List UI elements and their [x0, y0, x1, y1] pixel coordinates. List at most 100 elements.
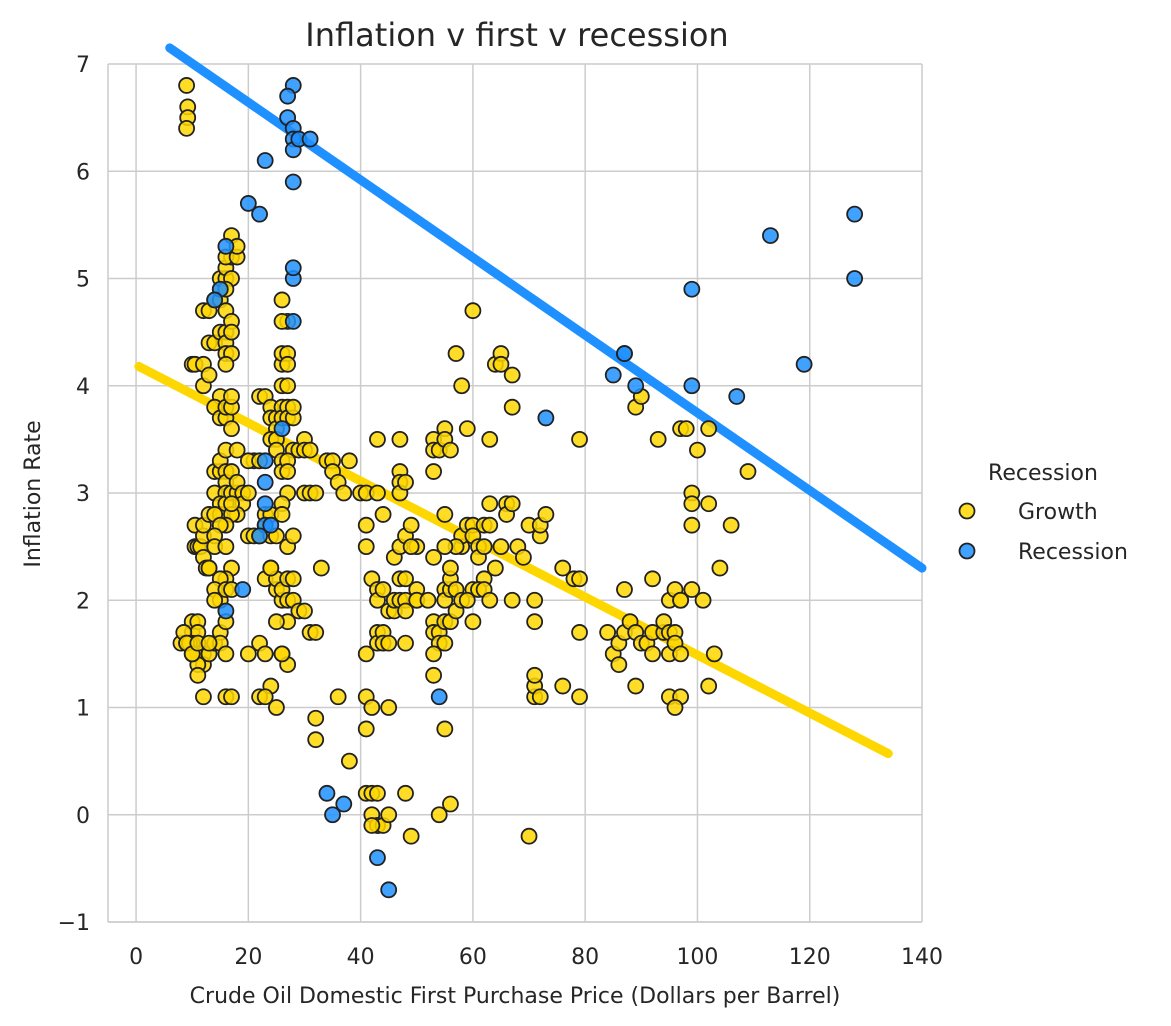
- point-growth: [526, 613, 544, 631]
- point-recession: [369, 849, 386, 867]
- point-recession: [217, 237, 235, 255]
- point-growth: [453, 377, 471, 395]
- point-growth: [442, 795, 459, 813]
- point-growth: [683, 581, 701, 598]
- point-growth: [363, 699, 381, 716]
- point-growth: [526, 591, 544, 609]
- x-tick-label: 60: [459, 945, 487, 970]
- point-growth: [554, 677, 572, 695]
- point-growth: [419, 591, 437, 609]
- point-growth: [481, 516, 499, 534]
- x-tick-label: 20: [234, 945, 262, 970]
- point-growth: [357, 538, 375, 556]
- point-recession: [251, 205, 268, 223]
- point-growth: [391, 430, 409, 448]
- chart-title: Inflation v first v recession: [305, 16, 728, 54]
- point-growth: [425, 463, 443, 480]
- point-recession: [683, 280, 701, 298]
- point-growth: [644, 570, 661, 588]
- point-recession: [234, 581, 252, 598]
- y-tick-label: 6: [76, 160, 90, 185]
- point-growth: [464, 613, 482, 631]
- y-tick-label: 1: [76, 697, 90, 722]
- point-growth: [722, 516, 740, 534]
- point-growth: [223, 420, 240, 438]
- point-growth: [526, 666, 544, 684]
- point-recession: [262, 516, 280, 534]
- point-growth: [374, 506, 392, 523]
- point-growth: [739, 463, 757, 480]
- point-growth: [571, 570, 588, 588]
- regression-line-growth: [134, 361, 893, 759]
- point-growth: [329, 688, 347, 706]
- point-growth: [217, 355, 235, 373]
- point-growth: [307, 484, 325, 502]
- point-growth: [307, 731, 325, 749]
- point-growth: [397, 473, 414, 491]
- point-growth: [689, 441, 706, 459]
- point-growth: [397, 634, 414, 652]
- point-recession: [846, 270, 864, 287]
- point-growth: [537, 506, 555, 523]
- y-tick-label: 5: [76, 268, 90, 293]
- point-growth: [178, 77, 195, 94]
- point-growth: [402, 516, 420, 534]
- point-growth: [481, 591, 499, 609]
- point-recession: [273, 420, 291, 438]
- point-growth: [649, 430, 667, 448]
- point-growth: [307, 624, 325, 641]
- point-growth: [206, 591, 224, 609]
- point-growth: [492, 355, 510, 373]
- point-recession: [256, 452, 274, 470]
- point-growth: [683, 495, 701, 513]
- y-axis-ticks: −1 0 1 2 3 4 5 6 7: [58, 53, 90, 936]
- point-growth: [217, 538, 235, 556]
- point-recession: [256, 495, 274, 513]
- y-tick-label: −1: [58, 911, 90, 936]
- x-tick-label: 100: [676, 945, 718, 970]
- point-growth: [571, 624, 588, 641]
- point-growth: [200, 366, 218, 384]
- point-growth: [369, 784, 386, 802]
- point-growth: [284, 570, 302, 588]
- point-growth: [296, 602, 313, 620]
- point-growth: [486, 559, 504, 577]
- point-recession: [846, 205, 864, 223]
- point-growth: [268, 699, 285, 716]
- axes-spines: [107, 64, 922, 923]
- point-growth: [397, 602, 414, 620]
- x-tick-label: 120: [789, 945, 831, 970]
- point-growth: [189, 666, 207, 684]
- point-growth: [425, 645, 443, 663]
- point-growth: [627, 677, 645, 695]
- point-recession: [318, 784, 336, 802]
- y-tick-label: 0: [76, 804, 90, 829]
- point-growth: [464, 302, 482, 320]
- point-growth: [262, 559, 280, 577]
- point-growth: [700, 420, 718, 438]
- point-growth: [239, 484, 257, 502]
- legend-label-growth: Growth: [1018, 500, 1098, 525]
- y-tick-label: 3: [76, 482, 90, 507]
- point-growth: [369, 484, 386, 502]
- point-growth: [340, 752, 358, 770]
- point-recession: [430, 688, 448, 706]
- point-growth: [705, 645, 723, 663]
- point-growth: [200, 634, 218, 652]
- point-growth: [442, 441, 459, 459]
- point-growth: [644, 645, 661, 663]
- point-growth: [515, 548, 532, 566]
- point-growth: [677, 420, 695, 438]
- x-tick-label: 40: [347, 945, 375, 970]
- point-recession: [256, 152, 274, 169]
- point-growth: [616, 581, 633, 598]
- point-growth: [239, 645, 257, 663]
- point-growth: [447, 345, 465, 362]
- point-recession: [206, 291, 224, 309]
- legend-marker-recession: [958, 542, 976, 560]
- legend-label-recession: Recession: [1018, 540, 1128, 565]
- point-growth: [425, 548, 443, 566]
- point-growth: [683, 516, 701, 534]
- point-growth: [279, 355, 297, 373]
- point-recession: [537, 409, 555, 427]
